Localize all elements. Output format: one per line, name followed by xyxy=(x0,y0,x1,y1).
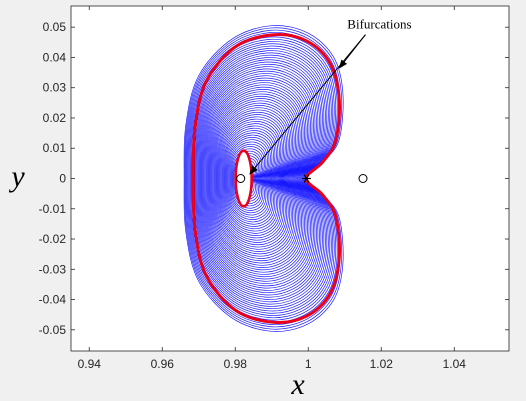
orbit-curve xyxy=(210,93,299,264)
orbit-curve xyxy=(229,143,267,214)
orbit-curve xyxy=(200,68,316,289)
plot-area xyxy=(71,6,509,351)
y-tick-label: 0.02 xyxy=(43,111,67,125)
orbit-curve xyxy=(205,79,308,278)
orbit-curve xyxy=(206,84,305,273)
open-circle-marker xyxy=(236,174,246,183)
orbit-curve xyxy=(195,54,325,303)
orbit-curve xyxy=(223,127,277,230)
y-tick-label: 0.05 xyxy=(43,20,67,34)
y-tick-label: -0.02 xyxy=(39,232,67,246)
x-tick-label: 0.96 xyxy=(151,357,175,371)
y-tick-label: 0 xyxy=(59,172,66,186)
orbit-curve xyxy=(205,82,307,275)
x-tick-label: 0.94 xyxy=(78,357,102,371)
x-tick-label: 1.02 xyxy=(370,357,394,371)
orbit-curve xyxy=(198,63,319,294)
y-axis-ticks: 0.05 0.04 0.03 0.02 0.01 0 -0.01 -0.02 -0.03 -0.0… xyxy=(39,20,509,337)
orbit-curve xyxy=(221,121,282,236)
orbit-curve xyxy=(215,107,291,250)
orbit-curve xyxy=(187,34,338,323)
orbit-curve xyxy=(204,77,310,280)
x-tick-label: 1.04 xyxy=(443,357,467,371)
y-tick-label: -0.03 xyxy=(39,262,67,276)
orbit-curve xyxy=(199,66,317,291)
orbit-curve xyxy=(201,70,314,287)
asterisk-marker xyxy=(301,174,311,183)
orbit-curve xyxy=(211,95,298,262)
y-tick-label: -0.04 xyxy=(39,293,67,307)
y-axis-label: y xyxy=(8,160,25,193)
orbit-curve xyxy=(214,105,292,252)
orbit-curve xyxy=(216,109,289,248)
orbit-curve xyxy=(228,139,270,218)
orbit-curve xyxy=(218,114,286,243)
open-circle-marker xyxy=(358,174,368,183)
orbit-curve xyxy=(217,111,288,246)
y-tick-label: 0.04 xyxy=(43,50,67,64)
orbit-curve xyxy=(231,148,264,209)
orbit-curve xyxy=(220,118,283,239)
y-tick-label: -0.05 xyxy=(39,323,67,337)
orbit-curve xyxy=(189,38,335,319)
orbit-curve xyxy=(212,98,296,259)
orbit-curve xyxy=(213,100,295,257)
y-tick-label: 0.03 xyxy=(43,81,67,95)
orbit-curve xyxy=(190,43,332,314)
orbit-curve xyxy=(227,137,271,220)
orbit-curve xyxy=(225,132,274,225)
orbit-curve xyxy=(232,150,262,207)
orbit-curve xyxy=(222,125,279,232)
orbit-curve xyxy=(213,102,294,255)
orbit-curve xyxy=(188,36,337,321)
orbit-curve xyxy=(221,123,280,234)
orbit-curve xyxy=(196,57,323,300)
x-tick-label: 0.98 xyxy=(224,357,248,371)
orbit-curve xyxy=(208,89,302,268)
y-tick-label: 0.01 xyxy=(43,141,67,155)
orbit-curve xyxy=(197,61,320,296)
markers xyxy=(236,174,368,183)
orbit-curve xyxy=(203,75,311,282)
x-tick-label: 1 xyxy=(305,357,312,371)
orbit-curve xyxy=(189,41,334,316)
annotation: Bifurcations xyxy=(249,17,412,175)
x-axis-ticks: 0.94 0.96 0.98 1 1.02 1.04 xyxy=(78,6,467,371)
orbit-curve xyxy=(194,52,326,305)
orbit-curve xyxy=(184,27,343,330)
bifurcation-orbit-outer xyxy=(191,33,341,324)
orbit-curve xyxy=(229,141,268,216)
orbit-curve xyxy=(226,134,273,223)
x-axis-label: x xyxy=(290,368,305,401)
orbit-curve xyxy=(209,91,301,266)
orbit-curve xyxy=(183,25,344,332)
orbit-curve xyxy=(202,73,313,284)
orbit-curve xyxy=(230,146,265,211)
orbit-curve xyxy=(207,86,304,271)
orbit-curve xyxy=(224,130,276,227)
annotation-arrow xyxy=(249,34,366,175)
annotation-text: Bifurcations xyxy=(347,17,411,32)
orbit-curve xyxy=(197,59,322,298)
y-tick-label: -0.01 xyxy=(39,202,67,216)
orbit-curve xyxy=(219,116,285,241)
